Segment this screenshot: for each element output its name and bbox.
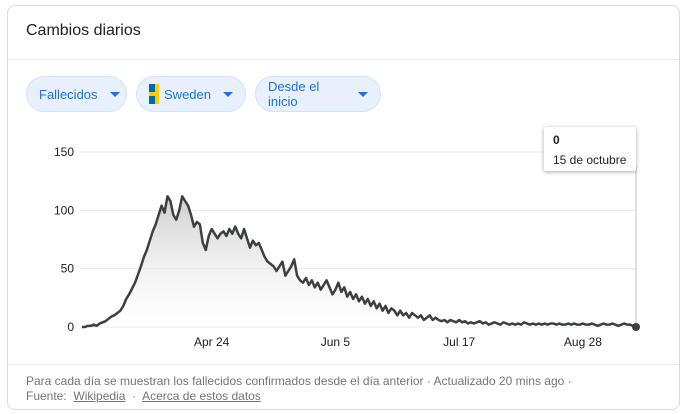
daily-changes-card: Cambios diarios Fallecidos Sweden Desde …	[7, 5, 680, 410]
metric-filter-chip[interactable]: Fallecidos	[26, 76, 127, 112]
range-filter-label: Desde el inicio	[268, 79, 320, 109]
footer: Para cada día se muestran los fallecidos…	[26, 374, 572, 404]
source-label: Fuente:	[26, 389, 67, 403]
chevron-down-icon	[109, 91, 120, 97]
y-tick-label: 50	[61, 262, 75, 276]
data-tooltip: 0 15 de octubre	[544, 127, 636, 171]
footer-separator: ·	[132, 389, 137, 403]
hover-point	[632, 323, 640, 331]
x-tick-label: Jun 5	[321, 335, 351, 349]
tooltip-date: 15 de octubre	[553, 153, 627, 167]
x-tick-label: Aug 28	[564, 335, 602, 349]
chevron-down-icon	[358, 91, 368, 97]
country-filter-chip[interactable]: Sweden	[136, 76, 246, 112]
data-line	[82, 195, 637, 329]
footer-description: Para cada día se muestran los fallecidos…	[26, 374, 572, 388]
tooltip-value: 0	[553, 133, 560, 147]
y-tick-label: 100	[54, 203, 74, 217]
header-divider	[8, 59, 679, 60]
country-filter-label: Sweden	[164, 86, 211, 102]
area-fill	[82, 196, 636, 327]
card-title: Cambios diarios	[26, 22, 141, 39]
x-tick-label: Apr 24	[194, 335, 230, 349]
wikipedia-link[interactable]: Wikipedia	[73, 389, 126, 403]
metric-filter-label: Fallecidos	[39, 86, 98, 102]
sweden-flag-icon	[149, 84, 159, 104]
range-filter-chip[interactable]: Desde el inicio	[255, 76, 381, 112]
x-tick-label: Jul 17	[443, 335, 475, 349]
y-tick-label: 0	[67, 320, 74, 334]
footer-divider	[8, 364, 679, 365]
about-data-link[interactable]: Acerca de estos datos	[142, 389, 261, 403]
chevron-down-icon	[223, 91, 233, 97]
y-tick-label: 150	[54, 145, 74, 159]
